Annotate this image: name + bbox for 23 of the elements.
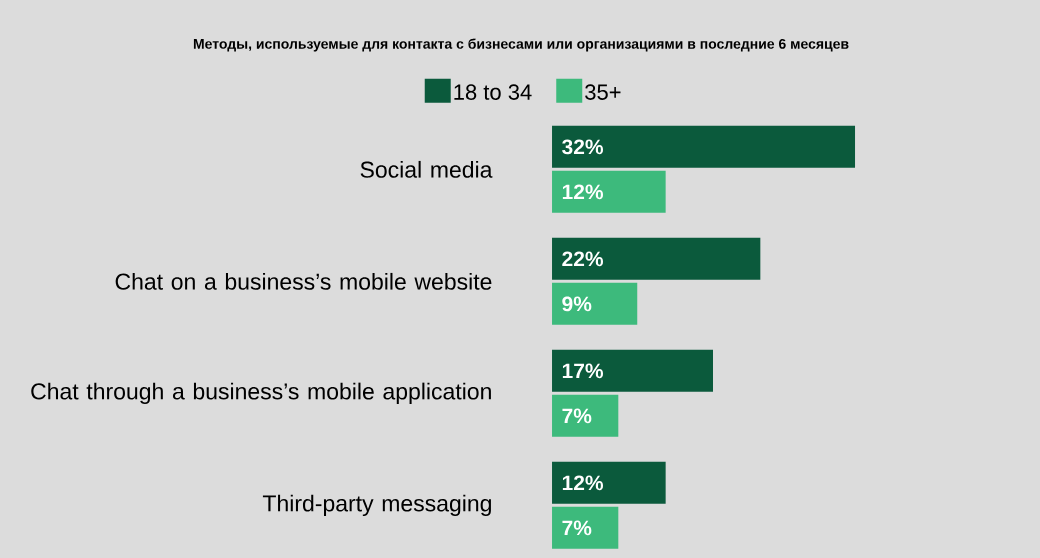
chart-title: Методы, используемые для контакта с бизнесами или организациями в последние 6 месяцев — [193, 38, 849, 52]
data-label: 22% — [562, 251, 604, 267]
data-label: 17% — [562, 363, 604, 379]
data-label: 12% — [562, 475, 604, 491]
y-tick-label: Social media — [360, 160, 493, 178]
bar — [552, 461, 666, 504]
data-label: 32% — [562, 139, 604, 155]
y-tick-label: Chat through a business’s mobile application — [31, 382, 491, 405]
legend-label: 18 to 34 — [454, 84, 532, 100]
data-label: 12% — [562, 184, 604, 200]
bar — [552, 394, 619, 437]
bar — [552, 125, 856, 168]
bar — [552, 282, 638, 325]
bar — [552, 506, 619, 549]
data-label: 7% — [562, 520, 592, 536]
data-label: 9% — [562, 296, 592, 312]
data-label: 7% — [562, 408, 592, 424]
bar — [552, 237, 761, 280]
y-tick-label: Third-party messaging — [262, 494, 491, 517]
bar — [552, 170, 666, 213]
y-tick-label: Chat on a business’s mobile website — [115, 272, 492, 290]
legend-label: 35+ — [585, 84, 621, 100]
bar — [552, 349, 713, 392]
